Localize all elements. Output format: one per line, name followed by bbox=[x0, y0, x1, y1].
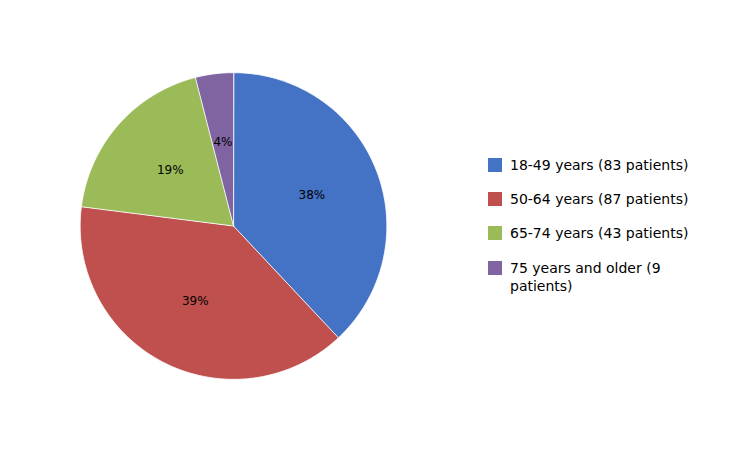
svg-text:4%: 4% bbox=[213, 135, 232, 149]
svg-text:38%: 38% bbox=[299, 188, 326, 202]
html-text:65-74 years (43 patients): 65-74 years (43 patients) bbox=[510, 225, 689, 242]
svg-text:19%: 19% bbox=[157, 163, 184, 177]
svg-text:39%: 39% bbox=[182, 294, 209, 308]
html-text:18-49 years (83 patients): 18-49 years (83 patients) bbox=[510, 157, 689, 173]
html-text:50-64 years (87 patients): 50-64 years (87 patients) bbox=[510, 191, 689, 208]
html-text:75 years and older (9 patients: 75 years and older (9 patients) bbox=[510, 259, 661, 294]
